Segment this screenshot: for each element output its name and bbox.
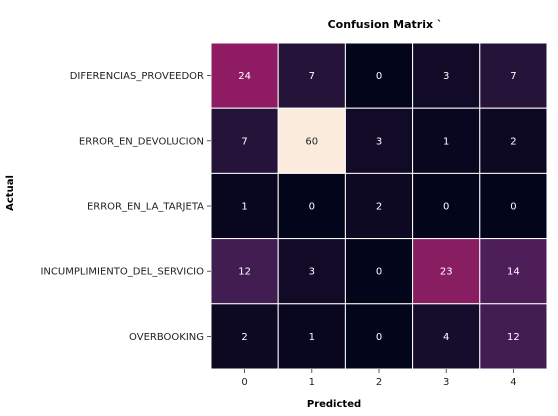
cell-value-label: 0 <box>309 202 315 213</box>
y-tick-label: DIFERENCIAS_PROVEEDOR <box>70 71 204 82</box>
y-tick-label: ERROR_EN_LA_TARJETA <box>87 202 204 213</box>
heatmap-cell <box>277 42 346 109</box>
cell-value-label: 2 <box>241 332 247 343</box>
x-tick-label: 3 <box>443 377 449 388</box>
heatmap-cell <box>479 107 548 174</box>
cell-value-label: 23 <box>440 267 453 278</box>
y-tick-labels: DIFERENCIAS_PROVEEDOR ERROR_EN_DEVOLUCION… <box>40 71 211 343</box>
cell-value-label: 3 <box>309 267 315 278</box>
heatmap-cell <box>344 303 414 370</box>
heatmap-cell <box>277 303 346 370</box>
y-tick-label: ERROR_EN_DEVOLUCION <box>79 136 204 147</box>
heatmap-cell <box>344 238 414 305</box>
heatmap-cell <box>277 172 346 240</box>
cell-value-label: 60 <box>305 136 318 147</box>
cell-value-label: 7 <box>510 71 516 82</box>
heatmap-cell <box>210 42 279 109</box>
cell-value-label: 3 <box>443 71 449 82</box>
heatmap-cells: 24 7 0 3 77 60 3 1 21 0 2 0 012 3 0 23 142 1 0 4 12 <box>210 42 548 370</box>
x-tick-labels: 0 1 2 3 4 <box>241 369 517 388</box>
heatmap-cell <box>344 42 414 109</box>
cell-value-label: 1 <box>309 332 315 343</box>
cell-value-label: 24 <box>238 71 251 82</box>
x-tick-label: 0 <box>241 377 247 388</box>
heatmap-cell <box>479 172 548 240</box>
y-axis-label: Actual <box>5 175 16 211</box>
heatmap-cell <box>210 303 279 370</box>
heatmap-cell <box>277 238 346 305</box>
cell-value-label: 1 <box>443 136 449 147</box>
x-tick-label: 4 <box>510 377 516 388</box>
heatmap-cell <box>412 42 481 109</box>
cell-value-label: 1 <box>241 202 247 213</box>
cell-value-label: 7 <box>309 71 315 82</box>
cell-value-label: 7 <box>241 136 247 147</box>
cell-value-label: 0 <box>376 267 382 278</box>
heatmap-cell <box>479 303 548 370</box>
heatmap-cell <box>412 172 481 240</box>
cell-value-label: 4 <box>443 332 449 343</box>
cell-value-label: 0 <box>376 71 382 82</box>
cell-value-label: 2 <box>376 202 382 213</box>
chart-title: Confusion Matrix ` <box>328 18 443 31</box>
heatmap-cell <box>344 107 414 174</box>
x-tick-label: 2 <box>376 377 382 388</box>
heatmap-cell <box>412 238 481 305</box>
cell-value-label: 0 <box>376 332 382 343</box>
y-tick-label: OVERBOOKING <box>129 332 204 343</box>
heatmap-cell <box>479 238 548 305</box>
x-tick-label: 1 <box>309 377 315 388</box>
cell-value-label: 12 <box>238 267 251 278</box>
x-axis-label: Predicted <box>307 399 361 410</box>
cell-value-label: 3 <box>376 136 382 147</box>
cell-value-label: 0 <box>510 202 516 213</box>
cell-value-label: 12 <box>507 332 520 343</box>
cell-value-label: 0 <box>443 202 449 213</box>
cell-value-label: 14 <box>507 267 520 278</box>
y-tick-label: INCUMPLIMIENTO_DEL_SERVICIO <box>40 267 204 278</box>
cell-value-label: 2 <box>510 136 516 147</box>
